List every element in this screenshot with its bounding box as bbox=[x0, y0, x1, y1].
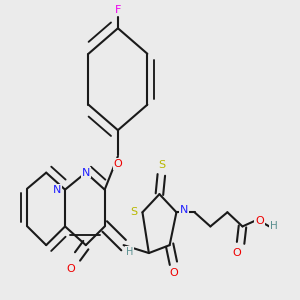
Text: O: O bbox=[66, 264, 75, 274]
Text: H: H bbox=[126, 247, 133, 257]
Text: N: N bbox=[180, 205, 188, 215]
Text: S: S bbox=[158, 160, 165, 170]
Text: N: N bbox=[53, 184, 62, 195]
Text: S: S bbox=[130, 207, 138, 217]
Text: O: O bbox=[169, 268, 178, 278]
Text: O: O bbox=[255, 216, 264, 226]
Text: N: N bbox=[82, 168, 90, 178]
Text: F: F bbox=[115, 5, 121, 15]
Text: H: H bbox=[270, 221, 278, 231]
Text: O: O bbox=[232, 248, 241, 258]
Text: O: O bbox=[113, 159, 122, 169]
